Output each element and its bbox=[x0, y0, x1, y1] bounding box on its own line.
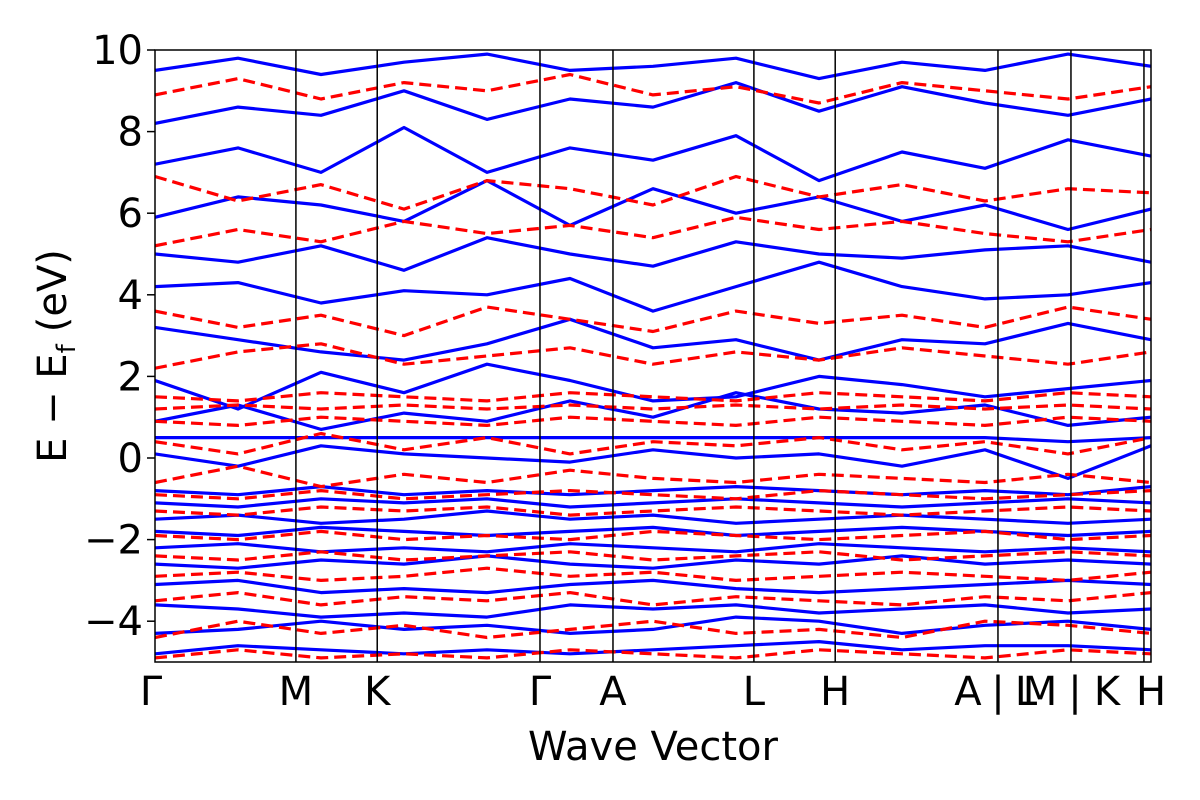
dashed-band-line bbox=[155, 305, 1151, 338]
x-tick-label: H bbox=[820, 669, 850, 715]
dashed-band-line bbox=[155, 619, 1151, 640]
dashed-band-line bbox=[155, 215, 1151, 248]
y-axis-ticks: −4 −2 0 2 4 6 8 10 bbox=[84, 28, 155, 645]
x-tick-label: A bbox=[954, 669, 982, 715]
y-tick-label: 4 bbox=[118, 273, 143, 319]
y-axis-label: E − Ef (eV) bbox=[30, 249, 82, 463]
solid-band-line bbox=[155, 125, 1151, 183]
dashed-band-line bbox=[155, 403, 1151, 411]
dashed-band-line bbox=[155, 72, 1151, 105]
dashed-band-line bbox=[155, 529, 1151, 542]
solid-band-line bbox=[155, 362, 1151, 411]
x-tick-label: Γ bbox=[140, 669, 163, 715]
solid-band-line bbox=[155, 554, 1151, 570]
dashed-band-line bbox=[155, 566, 1151, 582]
y-tick-label: 2 bbox=[118, 354, 143, 400]
dashed-band-line bbox=[155, 464, 1151, 489]
x-tick-label: Γ bbox=[529, 669, 552, 715]
y-tick-label: 6 bbox=[118, 191, 143, 237]
x-tick-label: K bbox=[1094, 669, 1122, 715]
x-tick-label: A bbox=[599, 669, 627, 715]
x-tick-label: L bbox=[743, 669, 766, 715]
solid-band-line bbox=[155, 236, 1151, 272]
y-tick-label: 10 bbox=[92, 28, 143, 74]
y-axis-label-subscript: f bbox=[52, 343, 82, 353]
x-tick-label: H bbox=[1136, 669, 1166, 715]
solid-band-line bbox=[155, 497, 1151, 509]
dashed-band-line bbox=[155, 391, 1151, 403]
dashed-band-line bbox=[155, 648, 1151, 660]
x-axis-label: Wave Vector bbox=[528, 724, 779, 770]
solid-band-line bbox=[155, 603, 1151, 619]
solid-band-line bbox=[155, 509, 1151, 525]
x-tick-label: M bbox=[1023, 669, 1058, 715]
x-tick-label: M bbox=[279, 669, 314, 715]
dashed-band-line bbox=[155, 342, 1151, 370]
dashed-band-line bbox=[155, 591, 1151, 607]
plot-frame bbox=[154, 49, 1152, 663]
x-tick-label: L bbox=[1015, 669, 1038, 715]
x-tick-label: | bbox=[1068, 669, 1081, 715]
dashed-band-line bbox=[155, 489, 1151, 501]
solid-band-line bbox=[155, 615, 1151, 635]
solid-band-line bbox=[155, 640, 1151, 656]
solid-band-line bbox=[155, 578, 1151, 595]
dashed-band-line bbox=[155, 550, 1151, 562]
dashed-band-line bbox=[155, 415, 1151, 427]
dashed-band-line bbox=[155, 174, 1151, 211]
solid-band-line bbox=[155, 444, 1151, 480]
solid-band-line bbox=[155, 391, 1151, 431]
solid-band-line bbox=[155, 52, 1151, 81]
solid-band-line bbox=[155, 179, 1151, 232]
solid-band-line bbox=[155, 81, 1151, 125]
x-axis-ticks: Γ M K Γ A L H A | LM | K H bbox=[140, 669, 1166, 715]
y-tick-label: 0 bbox=[118, 436, 143, 482]
dashed-band-line bbox=[155, 505, 1151, 517]
solid-band-line bbox=[155, 317, 1151, 362]
band-lines bbox=[155, 52, 1151, 660]
solid-band-line bbox=[155, 436, 1151, 444]
y-tick-label: 8 bbox=[118, 110, 143, 156]
y-tick-label: −2 bbox=[84, 518, 143, 564]
y-axis-label-main: E − E bbox=[30, 353, 76, 463]
high-symmetry-lines bbox=[295, 50, 1145, 662]
solid-band-line bbox=[155, 260, 1151, 313]
x-tick-label: K bbox=[364, 669, 392, 715]
y-axis-label-unit: (eV) bbox=[30, 249, 76, 332]
dashed-band-line bbox=[155, 431, 1151, 456]
x-tick-label: | bbox=[991, 669, 1004, 715]
y-tick-label: −4 bbox=[84, 599, 143, 645]
